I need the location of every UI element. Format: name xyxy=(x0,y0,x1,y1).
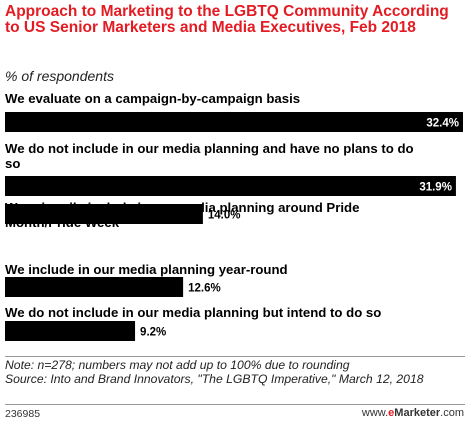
footer-divider xyxy=(5,356,465,357)
emarketer-logo: www.eMarketer.com xyxy=(362,407,464,419)
brand-suffix: .com xyxy=(440,407,464,419)
value-label: 14.0% xyxy=(208,210,241,222)
category-label: We evaluate on a campaign-by-campaign ba… xyxy=(5,91,300,106)
chart-subtitle: % of respondents xyxy=(5,68,114,84)
bottom-divider xyxy=(5,404,465,405)
bar-row: We evaluate on a campaign-by-campaign ba… xyxy=(5,91,463,132)
category-label: We do not include in our media planning … xyxy=(5,305,381,320)
note-text: Note: n=278; numbers may not add up to 1… xyxy=(5,358,350,372)
bar xyxy=(5,112,463,132)
bar-row: We include in our media planning year-ro… xyxy=(5,262,288,297)
value-label: 32.4% xyxy=(426,118,459,130)
chart-id: 236985 xyxy=(5,408,41,420)
bar-row: We primarily include in our media planni… xyxy=(5,200,359,230)
value-label: 12.6% xyxy=(188,283,221,295)
bar-chart: We evaluate on a campaign-by-campaign ba… xyxy=(5,91,463,341)
source-text: Source: Into and Brand Innovators, "The … xyxy=(5,372,424,386)
bar xyxy=(5,277,184,297)
bar xyxy=(5,204,203,224)
brand-e: e xyxy=(388,407,395,419)
brand-name: Marketer xyxy=(394,407,441,419)
footnote: Note: n=278; numbers may not add up to 1… xyxy=(5,358,467,386)
bar xyxy=(5,176,456,196)
bar-row: We do not include in our media planning … xyxy=(5,305,381,341)
brand-prefix: www. xyxy=(361,407,389,419)
chart-title: Approach to Marketing to the LGBTQ Commu… xyxy=(5,3,449,36)
category-label: We include in our media planning year-ro… xyxy=(5,262,288,277)
bar xyxy=(5,321,136,341)
value-label: 31.9% xyxy=(419,182,452,194)
category-label: We do not include in our media planning … xyxy=(5,141,414,171)
value-label: 9.2% xyxy=(140,327,166,339)
bar-row: We do not include in our media planning … xyxy=(5,141,456,196)
